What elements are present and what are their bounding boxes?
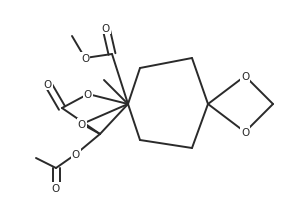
Text: O: O — [241, 72, 249, 82]
Text: O: O — [44, 80, 52, 90]
Text: O: O — [81, 54, 89, 64]
Text: O: O — [241, 127, 249, 137]
Text: O: O — [52, 183, 60, 193]
Text: O: O — [78, 119, 86, 129]
Text: O: O — [72, 149, 80, 159]
Text: O: O — [102, 24, 110, 34]
Text: O: O — [84, 90, 92, 99]
